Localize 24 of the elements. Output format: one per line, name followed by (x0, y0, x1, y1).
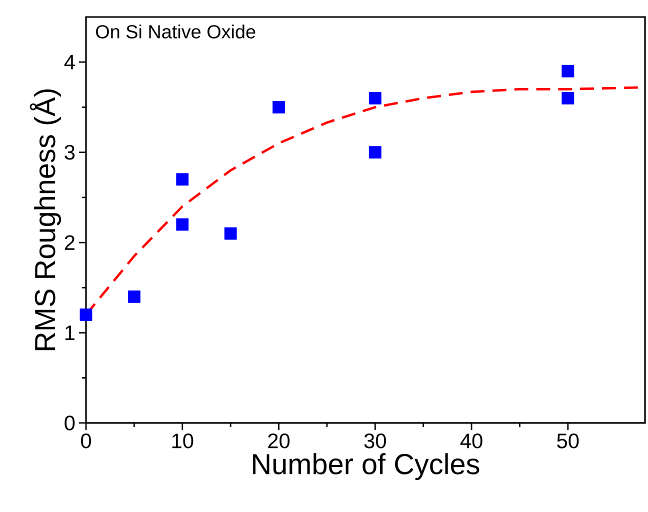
point (562, 92, 574, 104)
point (368, 92, 382, 104)
x-tick-label: 30 (364, 434, 386, 448)
annotation: On Si Native Oxide (96, 24, 256, 38)
point (368, 146, 382, 159)
point (128, 290, 140, 303)
y-tick-label: 1 (65, 326, 74, 340)
point (272, 101, 285, 114)
point (80, 308, 92, 321)
point (224, 227, 237, 240)
y-tick-label: 2 (64, 235, 74, 250)
point (176, 218, 189, 231)
y-tick-label: 3 (64, 144, 75, 160)
y-axis-title: RMS Roughness (Å) (30, 89, 62, 350)
y-tick-label: 4 (64, 54, 75, 70)
y-tick-label: 0 (64, 416, 75, 430)
point (176, 173, 189, 186)
x-tick-label: 50 (557, 434, 579, 448)
point (562, 64, 574, 78)
x-axis-title: Number of Cycles (253, 453, 480, 480)
x-tick-label: 20 (268, 434, 290, 448)
x-tick-label: 0 (81, 434, 91, 448)
x-tick-label: 40 (460, 434, 482, 448)
x-tick-label: 10 (172, 434, 194, 448)
